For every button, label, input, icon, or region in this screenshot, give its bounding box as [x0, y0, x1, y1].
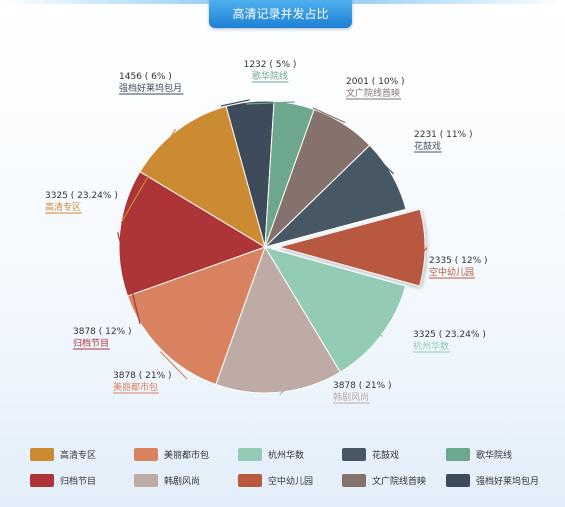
data-label-value: 2001 ( 10% ): [346, 77, 405, 87]
legend-swatch: [342, 447, 366, 461]
legend-label: 花鼓戏: [372, 450, 400, 461]
data-label-name: 美丽都市包: [113, 381, 158, 393]
legend-swatch: [30, 473, 54, 487]
legend-swatch: [238, 447, 262, 461]
legend-swatch: [446, 447, 470, 461]
data-label-name: 花鼓戏: [414, 140, 441, 152]
callout-line: [220, 99, 250, 107]
pie-slice: [263, 144, 407, 248]
callout-line: [120, 128, 177, 224]
callout-line: [159, 351, 188, 380]
callout-line: [279, 381, 297, 395]
legend-label: 美丽都市包: [164, 450, 210, 461]
legend-label: 杭州华数: [268, 450, 305, 461]
legend-swatch: [134, 447, 158, 461]
legend-item[interactable]: 空中幼儿园: [238, 473, 342, 487]
callout-line: [375, 331, 384, 338]
data-label-value: 2231 ( 11% ): [414, 130, 473, 140]
legend-item[interactable]: 歌华院线: [446, 447, 550, 461]
legend-item[interactable]: 高清专区: [30, 447, 134, 461]
pie-slice: [118, 170, 267, 297]
legend-item[interactable]: 强档好莱坞包月: [446, 473, 550, 487]
data-label-value: 2335 ( 12% ): [429, 256, 488, 266]
pie-slice: [126, 246, 266, 386]
callout-line: [117, 232, 141, 325]
callout-line: [312, 107, 346, 124]
data-label-value: 1456 ( 6% ): [119, 72, 172, 82]
legend-label: 韩剧风尚: [164, 476, 201, 487]
pie-slice: [277, 208, 426, 287]
data-label-value: 3325 ( 23.24% ): [413, 330, 486, 340]
data-label-value: 1232 ( 5% ): [244, 60, 297, 70]
callout-line: [413, 247, 428, 263]
legend-swatch: [238, 473, 262, 487]
legend-label: 高清专区: [60, 450, 97, 461]
data-label-name: 杭州华数: [413, 340, 449, 352]
chart-legend: 高清专区 美丽都市包 杭州华数 花鼓戏 歌华院线归档节目 韩剧风尚 空中幼儿园 文广院线首映 强…: [30, 447, 550, 487]
legend-swatch: [30, 447, 54, 461]
pie-slice: [139, 105, 266, 249]
legend-item[interactable]: 杭州华数: [238, 447, 342, 461]
data-label-name: 高清专区: [45, 201, 81, 213]
callout-line: [245, 101, 295, 105]
legend-item[interactable]: 美丽都市包: [134, 447, 238, 461]
data-label-name: 歌华院线: [252, 70, 288, 82]
data-label-value: 3325 ( 23.24% ): [45, 191, 118, 201]
data-label-value: 3878 ( 21% ): [333, 381, 392, 391]
data-label-name: 文广院线首映: [346, 87, 400, 99]
legend-item[interactable]: 韩剧风尚: [134, 473, 238, 487]
legend-item[interactable]: 归档节目: [30, 473, 134, 487]
legend-label: 歌华院线: [476, 450, 513, 461]
data-label-value: 3878 ( 21% ): [113, 371, 172, 381]
data-label-name: 空中幼儿园: [429, 266, 474, 278]
legend-label: 空中幼儿园: [268, 476, 314, 487]
data-label-value: 3878 ( 12% ): [73, 327, 132, 337]
data-label-name: 韩剧风尚: [333, 391, 369, 403]
legend-label: 归档节目: [60, 476, 97, 487]
data-label-name: 归档节目: [73, 337, 109, 349]
pie-slice: [215, 245, 341, 394]
legend-item[interactable]: 花鼓戏: [342, 447, 446, 461]
legend-label: 文广院线首映: [372, 476, 427, 487]
data-label-name: 强档好莱坞包月: [119, 82, 182, 94]
legend-label: 强档好莱坞包月: [476, 476, 540, 487]
chart-title: 高清记录并发占比: [209, 0, 352, 28]
pie-chart: 1456 ( 6% )强档好莱坞包月 1232 ( 5% )歌华院线 2001 ( …: [45, 60, 488, 404]
callout-line: [377, 158, 395, 175]
legend-swatch: [446, 473, 470, 487]
legend-swatch: [134, 473, 158, 487]
legend-swatch: [342, 473, 366, 487]
legend-item[interactable]: 文广院线首映: [342, 473, 446, 487]
